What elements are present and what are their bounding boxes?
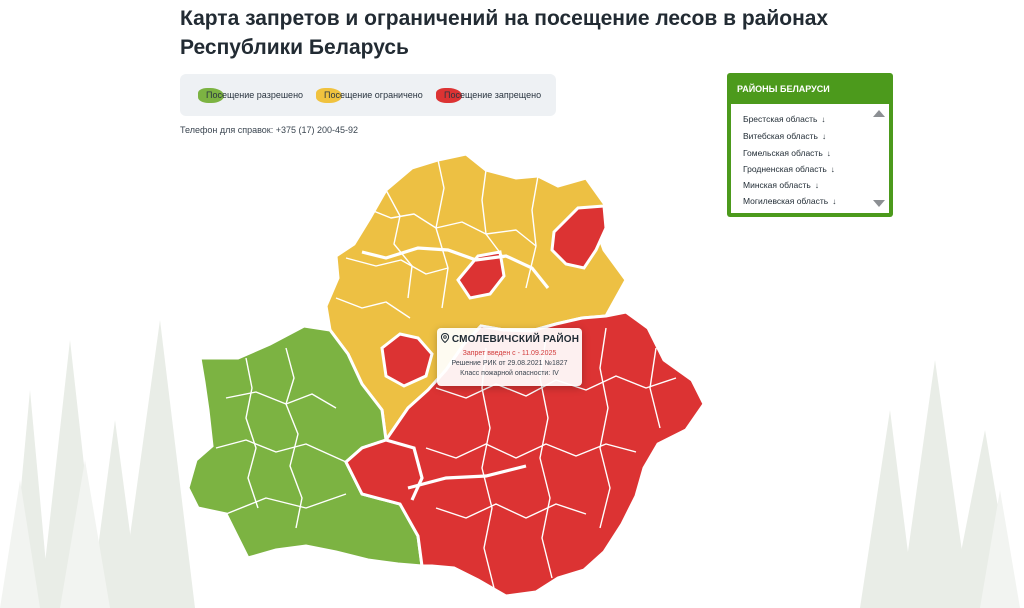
region-item-grodno[interactable]: Гродненская область ↓ (743, 164, 835, 174)
region-item-label: Витебская область (743, 131, 818, 141)
arrow-down-icon: ↓ (830, 165, 835, 174)
legend-label-allowed: Посещение разрешено (206, 90, 304, 100)
arrow-down-icon: ↓ (832, 197, 837, 206)
legend-item-allowed: Посещение разрешено (198, 86, 303, 104)
scroll-down-icon[interactable] (873, 200, 885, 207)
region-item-brest[interactable]: Брестская область ↓ (743, 114, 825, 124)
legend-label-restricted: Посещение ограничено (324, 90, 423, 100)
arrow-down-icon: ↓ (821, 115, 826, 124)
scroll-up-icon[interactable] (873, 110, 885, 117)
region-item-label: Могилевская область (743, 196, 829, 206)
region-item-label: Гродненская область (743, 164, 827, 174)
location-pin-icon (440, 333, 449, 343)
page-title: Карта запретов и ограничений на посещени… (180, 7, 829, 59)
forest-background (0, 320, 1020, 608)
tooltip-fire-class: Класс пожарной опасности: IV (460, 370, 559, 377)
arrow-down-icon: ↓ (826, 149, 831, 158)
region-item-vitebsk[interactable]: Витебская область ↓ (743, 131, 826, 141)
legend-swatch-allowed (198, 88, 224, 103)
legend-item-forbidden: Посещение запрещено (436, 86, 541, 104)
regions-panel: РАЙОНЫ БЕЛАРУСИ Брестская область ↓ Витеб… (727, 73, 893, 217)
legend-swatch-forbidden (436, 88, 462, 103)
region-item-label: Брестская область (743, 114, 818, 124)
region-item-mogilev[interactable]: Могилевская область ↓ (743, 196, 836, 206)
region-item-gomel[interactable]: Гомельская область ↓ (743, 148, 831, 158)
regions-panel-title: РАЙОНЫ БЕЛАРУСИ (737, 84, 830, 94)
belarus-map[interactable] (186, 148, 716, 600)
district-borders (215, 159, 677, 589)
legend-item-restricted: Посещение ограничено (316, 86, 423, 104)
district-tooltip: СМОЛЕВИЧСКИЙ РАЙОН Запрет введен с - 11.… (437, 328, 582, 386)
region-item-label: Гомельская область (743, 148, 823, 158)
region-red-north-2[interactable] (456, 250, 506, 300)
phone-info: Телефон для справок: +375 (17) 200-45-92 (180, 125, 359, 135)
tooltip-ban-date: Запрет введен с - 11.09.2025 (462, 350, 557, 357)
region-red-north-1[interactable] (550, 204, 608, 270)
region-red-center[interactable] (380, 332, 434, 388)
legend: Посещение разрешено Посещение ограничено… (180, 74, 556, 116)
tooltip-decision: Решение РИК от 29.08.2021 №1827 (451, 360, 568, 367)
region-item-label: Минская область (743, 180, 811, 190)
arrow-down-icon: ↓ (814, 181, 819, 190)
legend-swatch-restricted (316, 88, 342, 103)
arrow-down-icon: ↓ (821, 132, 826, 141)
oblast-borders (361, 246, 550, 501)
regions-list[interactable]: Брестская область ↓ Витебская область ↓ Го… (731, 104, 889, 213)
region-item-minsk[interactable]: Минская область ↓ (743, 180, 819, 190)
tooltip-title: СМОЛЕВИЧСКИЙ РАЙОН (437, 333, 582, 345)
tooltip-district-name: СМОЛЕВИЧСКИЙ РАЙОН (451, 334, 580, 345)
legend-label-forbidden: Посещение запрещено (444, 90, 542, 100)
